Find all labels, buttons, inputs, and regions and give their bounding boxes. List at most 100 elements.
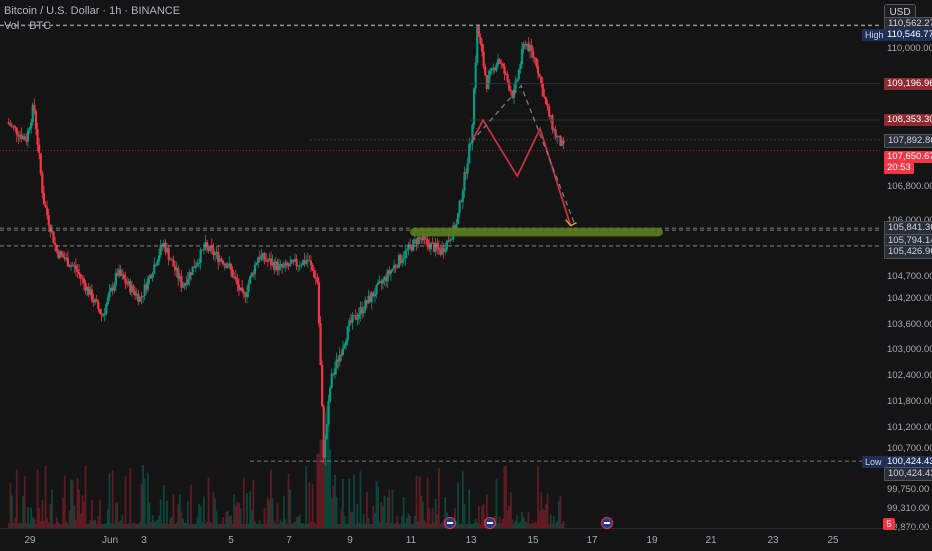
candle-body — [14, 126, 17, 128]
volume-bar — [402, 496, 405, 528]
candle-body — [551, 115, 554, 130]
symbol-title[interactable]: Bitcoin / U.S. Dollar · 1h · BINANCE — [4, 5, 181, 17]
volume-bar — [210, 523, 213, 528]
candle-body — [562, 140, 565, 144]
candle-body — [393, 265, 396, 269]
candle-body — [301, 260, 305, 266]
volume-bar — [383, 495, 386, 528]
candle-body — [404, 250, 407, 259]
volume-bar — [457, 483, 459, 528]
candle-body — [10, 125, 14, 127]
low-price-tag: 100,424.43 — [884, 456, 932, 469]
volume-bar — [340, 508, 343, 528]
volume-bar — [226, 510, 229, 528]
candle-body — [472, 88, 476, 125]
candle-body — [242, 291, 245, 294]
candle-body — [172, 259, 175, 267]
volume-bar — [562, 521, 565, 528]
volume-bar — [426, 477, 429, 528]
volume-bar — [230, 515, 232, 528]
candle-body — [541, 83, 544, 97]
volume-bar — [19, 522, 21, 528]
candle-body — [333, 368, 337, 375]
volume-bar — [413, 515, 416, 528]
candle-body — [36, 128, 39, 145]
candle-body — [400, 260, 404, 263]
candle-body — [241, 287, 244, 292]
volume-bar — [509, 492, 512, 528]
time-axis[interactable]: 29 Jun 3 5 7 9 11 13 15 17 19 21 23 25 — [0, 528, 932, 551]
candle-body — [487, 75, 490, 90]
candle-body — [108, 291, 111, 298]
volume-bar — [404, 523, 407, 528]
candle-body — [365, 300, 369, 304]
candle-body — [434, 242, 437, 252]
volume-bar — [73, 505, 76, 528]
volume-bar — [97, 516, 100, 528]
volume-bar — [482, 503, 485, 528]
events-count-badge[interactable]: 5 — [883, 518, 895, 530]
candle-body — [490, 67, 493, 71]
candle-body — [201, 249, 204, 251]
candle-body — [62, 254, 65, 258]
candle-body — [210, 245, 213, 249]
candle-body — [15, 127, 18, 135]
candle-body — [154, 264, 157, 266]
volume-bar — [481, 505, 483, 528]
volume-bar — [258, 520, 261, 528]
economic-event-flag-icon[interactable] — [444, 517, 456, 529]
volume-bar — [353, 474, 356, 528]
volume-bar — [334, 474, 336, 528]
candle-body — [432, 243, 436, 252]
volume-legend[interactable]: Vol · BTC — [4, 20, 52, 32]
economic-event-flag-icon[interactable] — [601, 517, 613, 529]
candle-body — [81, 278, 84, 280]
support-zone — [410, 227, 663, 237]
volume-bar — [12, 523, 15, 528]
volume-bar — [292, 522, 295, 528]
volume-bar — [198, 503, 200, 528]
volume-bar — [278, 523, 280, 528]
candle-body — [225, 263, 228, 268]
candle-body — [205, 242, 209, 247]
candle-body — [383, 276, 386, 280]
candle-body — [60, 251, 63, 255]
dashed-projection-path — [471, 84, 576, 224]
candle-body — [73, 265, 76, 267]
candle-body — [293, 259, 297, 262]
volume-bar — [9, 483, 12, 528]
volume-bar — [346, 523, 349, 528]
volume-bar — [31, 516, 34, 528]
candle-body — [527, 43, 530, 52]
volume-bar — [421, 501, 424, 528]
candle-body — [52, 231, 55, 243]
candle-body — [458, 200, 461, 214]
candle-body — [133, 291, 137, 296]
candle-body — [386, 270, 389, 282]
volume-bar — [332, 485, 335, 528]
candle-body — [324, 438, 327, 458]
volume-bar — [540, 491, 543, 528]
volume-bar — [156, 519, 159, 528]
candle-body — [141, 295, 145, 297]
volume-bar — [557, 500, 560, 528]
volume-bar — [428, 508, 431, 528]
economic-event-flag-icon[interactable] — [484, 517, 496, 529]
candle-body — [20, 134, 23, 140]
volume-bar — [537, 466, 539, 528]
candle-body — [82, 278, 86, 284]
chart-area[interactable] — [0, 0, 880, 528]
volume-bar — [23, 476, 26, 528]
candle-body — [250, 272, 253, 277]
candle-body — [117, 269, 121, 276]
volume-bar — [279, 519, 282, 528]
volume-bar — [57, 522, 60, 528]
candle-body — [22, 136, 25, 140]
candle-body — [535, 58, 538, 67]
volume-bar — [71, 480, 74, 528]
candle-body — [263, 252, 266, 261]
high-price-tag: 110,546.77 — [884, 28, 932, 41]
candle-body — [311, 264, 314, 271]
volume-bar — [466, 523, 469, 528]
